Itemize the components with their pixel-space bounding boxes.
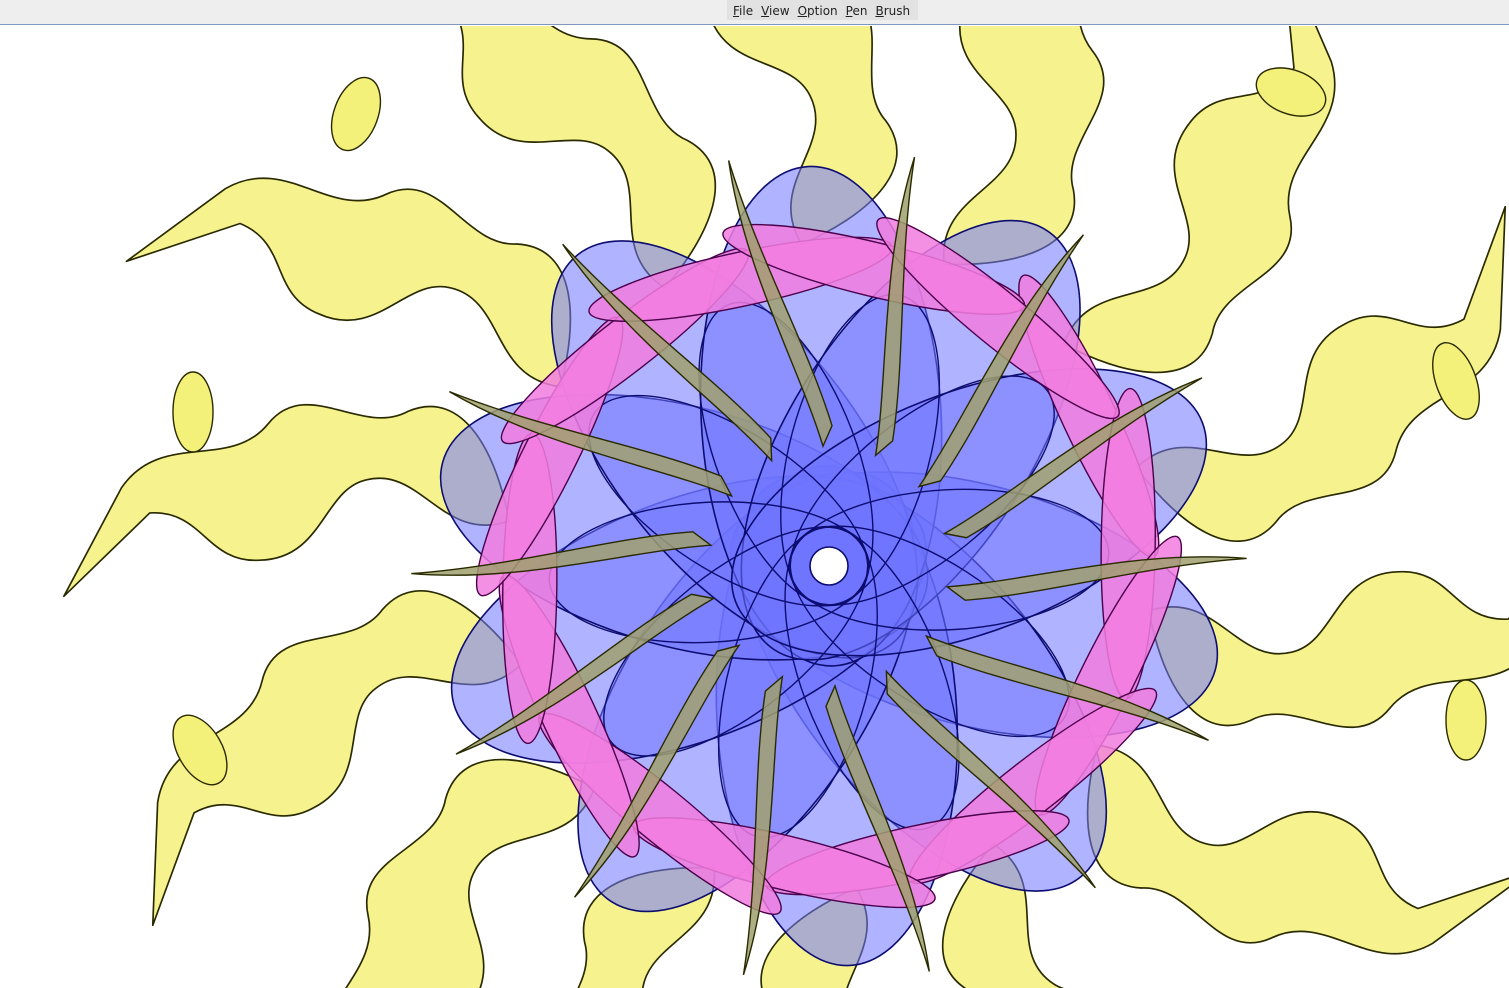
center-hole [809, 546, 849, 586]
yellow-swirl-shape [62, 403, 510, 598]
yellow-ellipse [330, 76, 382, 152]
olive-blade [874, 156, 916, 458]
menu-pen[interactable]: Pen [845, 3, 868, 18]
drawing-canvas[interactable] [0, 26, 1509, 988]
yellow-swirl-shape [942, 26, 1105, 266]
olive-blade [942, 377, 1203, 539]
olive-blade [455, 593, 716, 755]
olive-blade [742, 674, 784, 976]
yellow-ellipse [1432, 342, 1480, 420]
yellow-swirl-shape [1135, 205, 1507, 542]
yellow-swirl-layer [62, 26, 1509, 988]
olive-blade [449, 390, 734, 498]
yellow-swirl-shape [327, 26, 717, 289]
yellow-ellipse [1255, 67, 1327, 117]
yellow-swirl-shape [1086, 744, 1509, 955]
pink-ellipse-layer [475, 217, 1183, 915]
yellow-ellipse [172, 714, 228, 786]
yellow-swirl-shape [322, 758, 596, 988]
menu-brush[interactable]: Brush [875, 3, 911, 18]
olive-blade [917, 234, 1085, 488]
olive-blade-layer [411, 156, 1247, 976]
yellow-swirl-shape [151, 590, 523, 927]
yellow-swirl-shape [1062, 26, 1336, 374]
menu-view[interactable]: View [761, 3, 790, 18]
olive-blade [573, 644, 741, 898]
yellow-ellipse [172, 371, 214, 453]
yellow-swirl-shape [628, 26, 898, 245]
yellow-swirl-shape [553, 866, 716, 988]
menu-group: File View Option Pen Brush [727, 0, 919, 20]
olive-blade [924, 634, 1209, 742]
olive-blade [825, 683, 931, 972]
yellow-swirl-shape [1148, 534, 1509, 729]
olive-blade [885, 669, 1096, 889]
menu-bar: File View Option Pen Brush [0, 0, 1509, 25]
yellow-swirl-shape [125, 177, 572, 388]
artwork [62, 26, 1509, 988]
olive-blade [562, 243, 773, 463]
menu-file[interactable]: File [733, 3, 754, 18]
olive-blade [727, 160, 833, 449]
center-layer [809, 546, 849, 586]
pink-ellipse [876, 217, 1120, 420]
olive-blade [411, 531, 713, 576]
yellow-swirl-shape [941, 843, 1331, 988]
yellow-ellipse [1445, 679, 1487, 761]
olive-blade [945, 556, 1247, 601]
menu-option[interactable]: Option [797, 3, 838, 18]
